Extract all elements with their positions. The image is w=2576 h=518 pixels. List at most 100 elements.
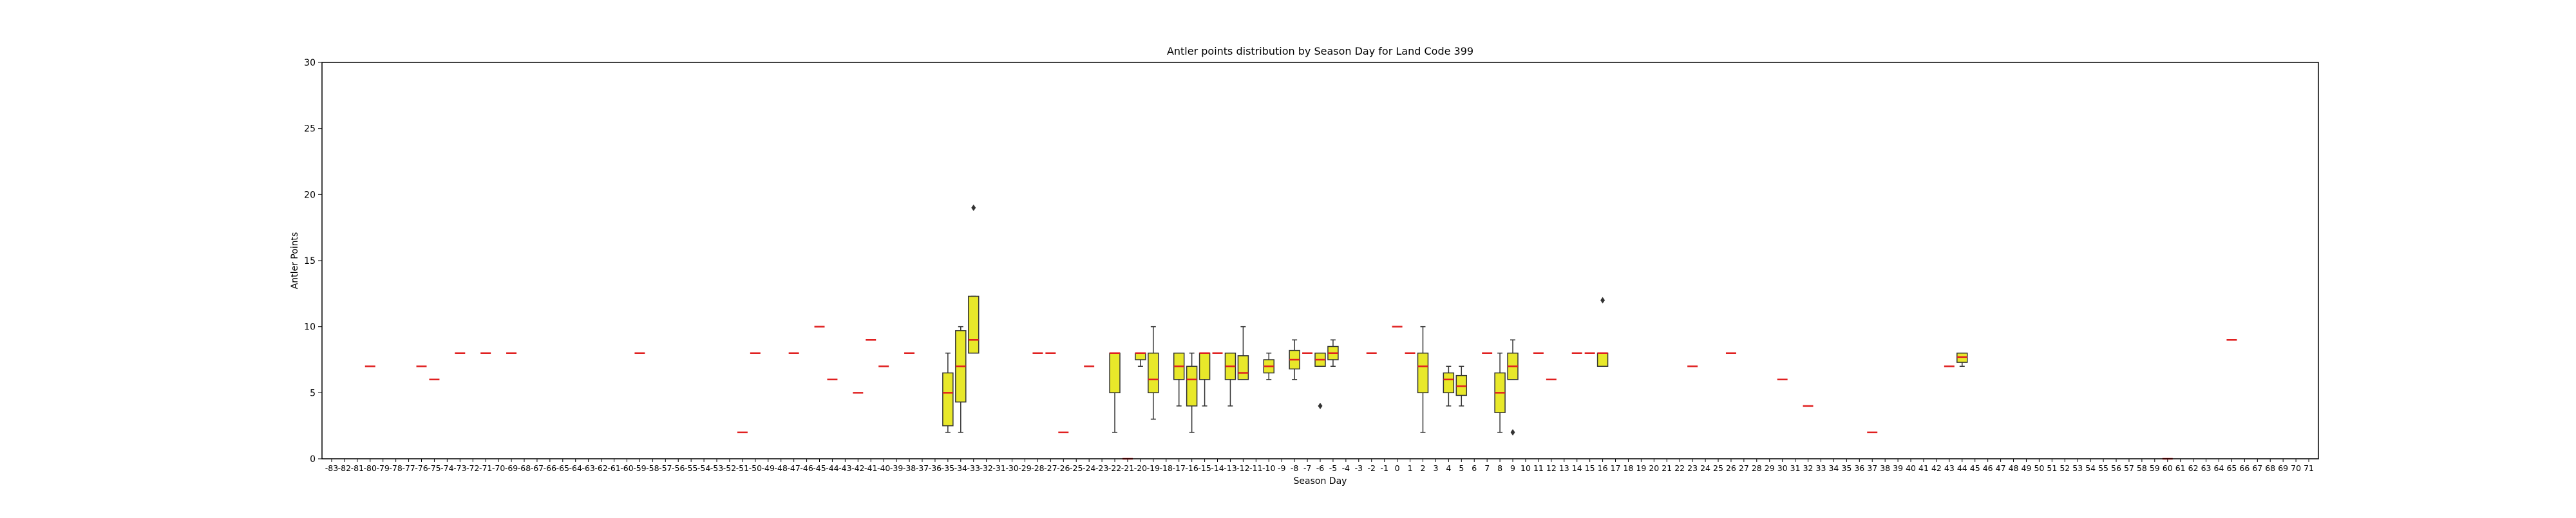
x-tick-label: -11 [1249, 463, 1262, 473]
x-tick-label: 28 [1752, 463, 1762, 473]
x-tick-label: 70 [2291, 463, 2301, 473]
x-tick-label: 31 [1790, 463, 1801, 473]
x-tick-label: -60 [620, 463, 633, 473]
x-tick-label: 48 [2009, 463, 2019, 473]
x-tick-label: -45 [813, 463, 826, 473]
x-tick-label: -58 [646, 463, 659, 473]
x-tick-label: -82 [338, 463, 351, 473]
x-tick-label: -81 [351, 463, 364, 473]
x-tick-label: 13 [1559, 463, 1569, 473]
x-tick-label: 25 [1713, 463, 1723, 473]
box-group [1109, 352, 1121, 433]
x-tick-label: -79 [376, 463, 389, 473]
x-tick-label: -22 [1108, 463, 1121, 473]
x-tick-label: -75 [428, 463, 440, 473]
x-tick-label: 27 [1739, 463, 1749, 473]
x-tick-label: -37 [916, 463, 929, 473]
box-group [1224, 352, 1236, 407]
x-tick-label: -39 [890, 463, 903, 473]
x-tick-label: 42 [1931, 463, 1942, 473]
x-tick-label: 51 [2047, 463, 2057, 473]
box-group [1198, 352, 1211, 407]
chart-title: Antler points distribution by Season Day… [1167, 45, 1473, 57]
x-tick-label: -27 [1044, 463, 1057, 473]
box-group [1455, 365, 1468, 407]
x-tick-label: -83 [325, 463, 338, 473]
y-tick-label: 20 [304, 190, 316, 200]
x-tick-label: -14 [1211, 463, 1224, 473]
x-tick-label: -6 [1316, 463, 1325, 473]
x-tick-label: 56 [2111, 463, 2121, 473]
x-tick-label: 17 [1611, 463, 1621, 473]
x-tick-label: 54 [2085, 463, 2096, 473]
x-tick-label: -31 [992, 463, 1005, 473]
x-tick-label: -32 [980, 463, 992, 473]
box-group [942, 352, 954, 433]
x-tick-label: 3 [1433, 463, 1438, 473]
x-tick-label: 49 [2022, 463, 2032, 473]
x-tick-label: 16 [1598, 463, 1608, 473]
x-tick-label: 5 [1459, 463, 1464, 473]
x-tick-label: 32 [1803, 463, 1814, 473]
y-axis-label: Antler Points [290, 232, 300, 290]
x-tick-label: 55 [2098, 463, 2108, 473]
outlier-point [1510, 429, 1515, 436]
box-body [1443, 372, 1455, 394]
box-group [1494, 352, 1506, 433]
x-tick-label: -29 [1018, 463, 1031, 473]
box-body [1198, 352, 1211, 380]
x-tick-label: -49 [762, 463, 775, 473]
x-tick-label: 12 [1546, 463, 1557, 473]
x-tick-label: -55 [685, 463, 697, 473]
x-tick-label: 37 [1867, 463, 1877, 473]
box-group [1263, 352, 1274, 380]
x-tick-label: 7 [1484, 463, 1490, 473]
box-group [968, 204, 980, 354]
x-tick-label: -62 [594, 463, 607, 473]
x-axis-label: Season Day [1294, 476, 1347, 486]
x-tick-label: -71 [479, 463, 492, 473]
box-group [1314, 352, 1326, 409]
x-tick-label: 66 [2239, 463, 2249, 473]
y-tick-label: 0 [310, 454, 316, 465]
x-tick-label: 23 [1687, 463, 1698, 473]
x-tick-label: -78 [389, 463, 402, 473]
box-group [1148, 326, 1159, 420]
x-tick-label: -77 [402, 463, 415, 473]
x-tick-label: 64 [2214, 463, 2224, 473]
x-tick-label: 67 [2252, 463, 2262, 473]
x-tick-label: 68 [2265, 463, 2275, 473]
x-tick-label: -53 [710, 463, 723, 473]
x-tick-label: 24 [1700, 463, 1710, 473]
x-tick-label: 0 [1395, 463, 1400, 473]
x-tick-label: -21 [1121, 463, 1134, 473]
box-group [1186, 352, 1198, 433]
x-tick-label: 59 [2150, 463, 2160, 473]
x-tick-label: -73 [453, 463, 466, 473]
y-tick-label: 10 [304, 322, 316, 333]
x-tick-label: -7 [1303, 463, 1311, 473]
x-tick-label: -47 [787, 463, 800, 473]
x-tick-label: -8 [1291, 463, 1299, 473]
x-tick-label: 47 [1996, 463, 2006, 473]
x-tick-label: 46 [1983, 463, 1993, 473]
x-tick-label: 41 [1918, 463, 1929, 473]
x-tick-label: 34 [1828, 463, 1839, 473]
x-tick-label: -57 [659, 463, 672, 473]
x-tick-label: -64 [569, 463, 582, 473]
box-group [1507, 339, 1519, 436]
box-group [955, 326, 967, 433]
x-axis: -83 -82 -81 -80 -79 -78 -77 -76 -75 -74 -73 -72 -71-… [325, 459, 2314, 473]
box-body [1109, 352, 1121, 394]
x-tick-label: 45 [1970, 463, 1980, 473]
box-body [1237, 355, 1249, 380]
x-tick-label: -52 [723, 463, 736, 473]
x-tick-label: -63 [582, 463, 594, 473]
x-tick-label: -3 [1355, 463, 1363, 473]
x-tick-label: -40 [877, 463, 890, 473]
y-tick-label: 30 [304, 58, 316, 68]
x-tick-label: 43 [1944, 463, 1955, 473]
x-tick-label: 10 [1520, 463, 1531, 473]
